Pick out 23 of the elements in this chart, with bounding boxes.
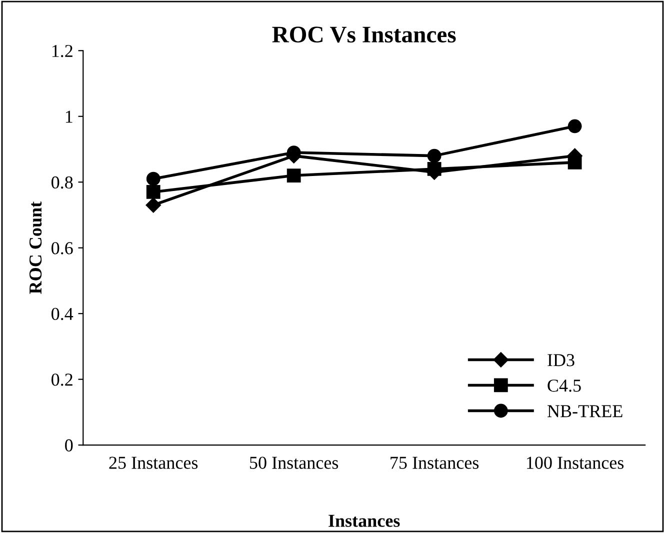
chart-title: ROC Vs Instances: [272, 26, 456, 43]
legend-label: NB-TREE: [547, 405, 622, 418]
y-tick-label: 0.6: [52, 242, 73, 254]
point: [286, 168, 301, 182]
point: [568, 119, 582, 134]
y-axis-title: ROC Count: [29, 202, 42, 294]
point: [146, 198, 161, 213]
y-tick-label: 0: [65, 439, 73, 452]
y-tick-label: 1.2: [52, 44, 72, 58]
y-tick-label: 0.8: [52, 176, 73, 189]
y-tick-label: 0.2: [52, 374, 72, 386]
y-tick-label: 0.4: [52, 308, 74, 320]
x-axis-title: Instances: [328, 514, 400, 527]
y-tick-label: 1: [66, 110, 72, 123]
point: [146, 185, 160, 199]
point: [427, 148, 442, 163]
x-tick-label: 75 Instances: [390, 456, 479, 469]
x-tick-label: 50 Instances: [250, 456, 338, 469]
point: [146, 172, 160, 186]
x-tick-label: 100 Instances: [527, 456, 624, 469]
legend-label: C4.5: [548, 380, 581, 392]
x-tick-label: 25 Instances: [109, 456, 198, 469]
legend-label: ID3: [548, 354, 574, 366]
